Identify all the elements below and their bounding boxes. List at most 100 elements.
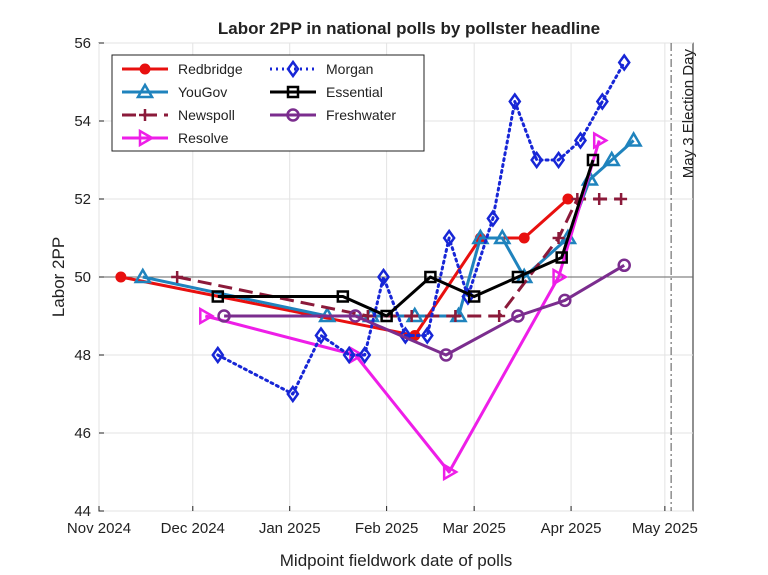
- data-point-resolve: [592, 131, 609, 150]
- legend-item-redbridge: Redbridge: [122, 61, 243, 77]
- data-point-essential: [586, 153, 600, 167]
- data-point-morgan: [286, 384, 300, 404]
- legend: Redbridge Morgan YouGov Essential Newspoll Fr…: [111, 54, 425, 152]
- series-line-resolve: [204, 140, 601, 474]
- legend-marker-morgan: [286, 59, 300, 79]
- x-tick-label: Mar 2025: [442, 520, 505, 537]
- data-point-morgan: [617, 53, 631, 72]
- series-line-freshwater: [224, 264, 625, 357]
- data-point-freshwater: [348, 309, 363, 323]
- y-tick-label: 46: [74, 425, 91, 442]
- y-tick-label: 44: [74, 503, 91, 520]
- data-point-newspoll: [615, 193, 628, 205]
- legend-item-yougov: YouGov: [122, 82, 227, 100]
- legend-marker-redbridge: [139, 63, 151, 75]
- series-freshwater: [217, 258, 631, 362]
- data-point-morgan: [376, 267, 391, 287]
- data-point-newspoll: [449, 310, 462, 322]
- legend-label-yougov: YouGov: [178, 84, 227, 100]
- legend-label-morgan: Morgan: [326, 61, 373, 77]
- x-tick-label: Nov 2024: [67, 520, 131, 537]
- data-point-essential: [467, 290, 481, 303]
- x-tick-label: May 2025: [632, 520, 698, 537]
- data-point-essential: [380, 309, 393, 323]
- series-layer: [115, 53, 643, 482]
- data-point-yougov: [133, 267, 152, 284]
- x-axis-label: Midpoint fieldwork date of polls: [280, 551, 512, 570]
- legend-item-essential: Essential: [270, 84, 383, 100]
- data-point-morgan: [442, 228, 456, 248]
- data-point-yougov: [602, 150, 621, 167]
- data-point-freshwater: [511, 309, 525, 323]
- chart-title: Labor 2PP in national polls by pollster …: [218, 19, 600, 38]
- x-tick-label: Apr 2025: [541, 520, 602, 537]
- data-point-morgan: [508, 92, 522, 111]
- data-point-yougov: [493, 228, 512, 245]
- data-point-morgan: [420, 326, 434, 345]
- legend-item-morgan: Morgan: [270, 59, 373, 79]
- series-line-morgan: [216, 61, 626, 396]
- y-tick-label: 56: [74, 35, 91, 52]
- data-point-yougov: [471, 228, 490, 245]
- data-point-redbridge: [115, 271, 127, 283]
- data-point-freshwater: [439, 348, 453, 362]
- data-point-morgan: [398, 326, 412, 345]
- data-point-newspoll: [405, 310, 418, 322]
- data-point-newspoll: [593, 193, 606, 205]
- data-point-morgan: [211, 345, 225, 365]
- x-tick-label: Jan 2025: [259, 520, 321, 537]
- legend-item-freshwater: Freshwater: [270, 107, 396, 123]
- y-tick-label: 54: [74, 113, 91, 130]
- data-point-morgan: [552, 150, 566, 170]
- legend-label-newspoll: Newspoll: [178, 107, 235, 123]
- data-point-morgan: [342, 345, 356, 365]
- legend-marker-freshwater: [286, 108, 300, 122]
- y-tick-label: 50: [74, 269, 91, 286]
- data-point-essential: [211, 290, 225, 303]
- legend-marker-essential: [286, 85, 300, 99]
- legend-label-freshwater: Freshwater: [326, 107, 396, 123]
- data-point-essential: [424, 270, 437, 284]
- legend-label-redbridge: Redbridge: [178, 61, 243, 77]
- data-point-morgan: [358, 345, 372, 365]
- series-line-essential: [217, 159, 595, 318]
- data-point-essential: [511, 270, 525, 284]
- data-point-freshwater: [217, 309, 231, 323]
- axes: Nov 2024 Dec 2024 Jan 2025 Feb 2025 Mar 2025…: [67, 35, 698, 537]
- data-point-newspoll: [171, 271, 184, 283]
- legend-marker-yougov: [135, 82, 155, 99]
- series-newspoll: [171, 193, 628, 322]
- election-day-label: May 3 Election Day: [680, 49, 697, 179]
- data-point-resolve: [552, 267, 569, 287]
- reference-line-group: May 3 Election Day: [99, 43, 697, 511]
- data-point-freshwater: [617, 258, 631, 273]
- x-tick-label: Dec 2024: [161, 520, 225, 537]
- data-point-morgan: [595, 92, 609, 111]
- data-point-resolve: [199, 306, 215, 326]
- legend-label-essential: Essential: [326, 84, 383, 100]
- y-tick-label: 52: [74, 191, 91, 208]
- legend-box: [111, 54, 425, 152]
- data-point-morgan: [486, 209, 500, 228]
- legend-label-resolve: Resolve: [178, 130, 229, 146]
- data-point-redbridge: [518, 232, 530, 244]
- legend-marker-resolve: [138, 128, 155, 148]
- data-point-morgan: [530, 150, 544, 170]
- data-point-yougov: [624, 131, 643, 147]
- y-tick-label: 48: [74, 347, 91, 364]
- series-essential: [211, 153, 600, 323]
- data-point-resolve: [442, 462, 459, 482]
- legend-item-resolve: Resolve: [122, 128, 229, 148]
- legend-marker-newspoll: [139, 109, 151, 121]
- data-point-morgan: [314, 326, 328, 345]
- data-point-newspoll: [552, 232, 565, 244]
- y-axis-label: Labor 2PP: [49, 237, 68, 317]
- data-point-essential: [555, 251, 568, 264]
- data-point-essential: [336, 290, 350, 303]
- data-point-newspoll: [493, 310, 506, 322]
- x-tick-label: Feb 2025: [355, 520, 418, 537]
- data-point-freshwater: [558, 293, 572, 308]
- legend-item-newspoll: Newspoll: [122, 107, 235, 123]
- data-point-morgan: [573, 131, 587, 150]
